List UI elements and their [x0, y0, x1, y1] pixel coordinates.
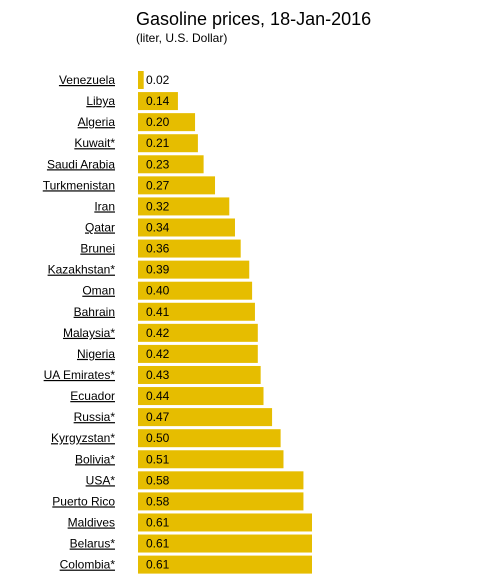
- bar-18: [138, 450, 284, 469]
- value-label-6: 0.32: [146, 199, 170, 213]
- bar-10: [138, 281, 253, 300]
- category-label-10[interactable]: Oman: [82, 284, 115, 298]
- category-label-13[interactable]: Nigeria: [77, 347, 115, 361]
- category-label-11[interactable]: Bahrain: [74, 305, 115, 319]
- value-label-0: 0.02: [146, 73, 170, 87]
- value-label-20: 0.58: [146, 494, 170, 508]
- bar-20: [138, 492, 304, 511]
- bar-9: [138, 260, 250, 279]
- category-label-6[interactable]: Iran: [94, 199, 115, 213]
- bar-23: [138, 555, 312, 574]
- value-label-10: 0.40: [146, 284, 170, 298]
- bar-17: [138, 429, 281, 448]
- chart-subtitle: (liter, U.S. Dollar): [136, 31, 228, 45]
- value-label-18: 0.51: [146, 452, 170, 466]
- bar-4: [138, 155, 204, 174]
- bar-7: [138, 218, 235, 237]
- category-label-4[interactable]: Saudi Arabia: [47, 157, 115, 171]
- category-label-14[interactable]: UA Emirates*: [44, 368, 116, 382]
- category-label-21[interactable]: Maldives: [68, 515, 115, 529]
- value-label-22: 0.61: [146, 537, 170, 551]
- bar-12: [138, 323, 258, 342]
- bar-1: [138, 92, 178, 111]
- bar-3: [138, 134, 198, 153]
- category-label-16[interactable]: Russia*: [74, 410, 116, 424]
- category-label-15[interactable]: Ecuador: [70, 389, 115, 403]
- category-label-3[interactable]: Kuwait*: [74, 136, 115, 150]
- value-label-5: 0.27: [146, 178, 170, 192]
- bar-15: [138, 387, 264, 406]
- category-label-19[interactable]: USA*: [86, 473, 116, 487]
- bar-11: [138, 302, 255, 321]
- category-label-23[interactable]: Colombia*: [60, 558, 116, 572]
- bar-8: [138, 239, 241, 258]
- value-label-2: 0.20: [146, 115, 170, 129]
- category-label-1[interactable]: Libya: [86, 94, 115, 108]
- category-label-22[interactable]: Belarus*: [70, 537, 116, 551]
- chart-title: Gasoline prices, 18-Jan-2016: [136, 9, 372, 29]
- value-label-4: 0.23: [146, 157, 170, 171]
- bar-13: [138, 344, 258, 363]
- category-label-0[interactable]: Venezuela: [59, 73, 115, 87]
- value-label-11: 0.41: [146, 305, 170, 319]
- value-label-15: 0.44: [146, 389, 170, 403]
- category-label-18[interactable]: Bolivia*: [75, 452, 115, 466]
- value-label-3: 0.21: [146, 136, 170, 150]
- bar-0: [138, 71, 144, 89]
- category-label-20[interactable]: Puerto Rico: [52, 494, 115, 508]
- value-label-9: 0.39: [146, 263, 170, 277]
- value-label-12: 0.42: [146, 326, 170, 340]
- bar-5: [138, 176, 216, 195]
- bar-22: [138, 534, 312, 553]
- bar-14: [138, 365, 261, 384]
- value-label-7: 0.34: [146, 220, 170, 234]
- category-label-2[interactable]: Algeria: [78, 115, 116, 129]
- category-label-9[interactable]: Kazakhstan*: [48, 263, 116, 277]
- value-label-19: 0.58: [146, 473, 170, 487]
- category-label-5[interactable]: Turkmenistan: [43, 178, 115, 192]
- category-label-7[interactable]: Qatar: [85, 220, 115, 234]
- value-label-13: 0.42: [146, 347, 170, 361]
- bar-6: [138, 197, 230, 216]
- category-label-8[interactable]: Brunei: [80, 242, 115, 256]
- category-label-12[interactable]: Malaysia*: [63, 326, 115, 340]
- value-label-23: 0.61: [146, 558, 170, 572]
- value-label-1: 0.14: [146, 94, 170, 108]
- value-label-8: 0.36: [146, 242, 170, 256]
- category-label-17[interactable]: Kyrgyzstan*: [51, 431, 115, 445]
- bar-2: [138, 113, 196, 132]
- value-label-16: 0.47: [146, 410, 170, 424]
- bar-21: [138, 513, 312, 532]
- value-label-21: 0.61: [146, 515, 170, 529]
- bar-19: [138, 471, 304, 490]
- value-label-14: 0.43: [146, 368, 170, 382]
- bar-16: [138, 408, 273, 427]
- bars-layer: Venezuela 0.02 Libya 0.14 Algeria 0.20 Kuwait*…: [43, 71, 312, 574]
- value-label-17: 0.50: [146, 431, 170, 445]
